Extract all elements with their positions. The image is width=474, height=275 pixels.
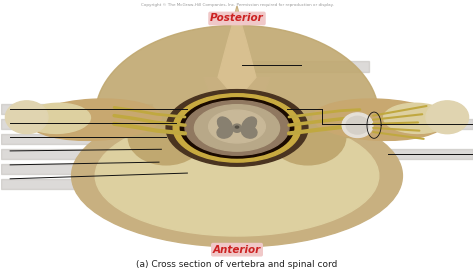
Polygon shape bbox=[95, 25, 379, 138]
Text: (a) Cross section of vertebra and spinal cord: (a) Cross section of vertebra and spinal… bbox=[137, 260, 337, 269]
Ellipse shape bbox=[72, 105, 402, 247]
Ellipse shape bbox=[242, 126, 257, 138]
Ellipse shape bbox=[426, 101, 469, 134]
Ellipse shape bbox=[24, 103, 91, 133]
Bar bbox=[0, 119, 143, 129]
Bar bbox=[246, 61, 369, 72]
Ellipse shape bbox=[185, 101, 289, 155]
Text: Posterior: Posterior bbox=[210, 13, 264, 23]
Ellipse shape bbox=[383, 103, 450, 133]
Text: Copyright © The McGraw-Hill Companies, Inc. Permission required for reproduction: Copyright © The McGraw-Hill Companies, I… bbox=[141, 3, 333, 7]
Ellipse shape bbox=[128, 110, 204, 165]
Ellipse shape bbox=[166, 90, 308, 166]
Ellipse shape bbox=[313, 99, 445, 141]
Ellipse shape bbox=[209, 110, 265, 143]
Ellipse shape bbox=[342, 113, 373, 138]
Ellipse shape bbox=[232, 124, 242, 132]
Ellipse shape bbox=[217, 126, 232, 138]
Ellipse shape bbox=[242, 117, 256, 132]
Ellipse shape bbox=[29, 99, 161, 141]
Polygon shape bbox=[218, 9, 256, 88]
Text: Anterior: Anterior bbox=[213, 245, 261, 255]
Bar bbox=[294, 149, 474, 160]
Bar bbox=[0, 104, 152, 114]
Polygon shape bbox=[204, 6, 270, 115]
Bar bbox=[0, 164, 143, 174]
Ellipse shape bbox=[95, 116, 379, 236]
Ellipse shape bbox=[218, 117, 232, 132]
Ellipse shape bbox=[270, 110, 346, 165]
Ellipse shape bbox=[5, 101, 48, 134]
Bar bbox=[294, 119, 474, 129]
Ellipse shape bbox=[346, 116, 369, 134]
Ellipse shape bbox=[180, 98, 294, 158]
Ellipse shape bbox=[236, 126, 238, 128]
Bar bbox=[0, 179, 152, 189]
Bar bbox=[0, 134, 138, 144]
Ellipse shape bbox=[194, 105, 280, 151]
Ellipse shape bbox=[173, 94, 301, 162]
Bar bbox=[0, 149, 138, 160]
